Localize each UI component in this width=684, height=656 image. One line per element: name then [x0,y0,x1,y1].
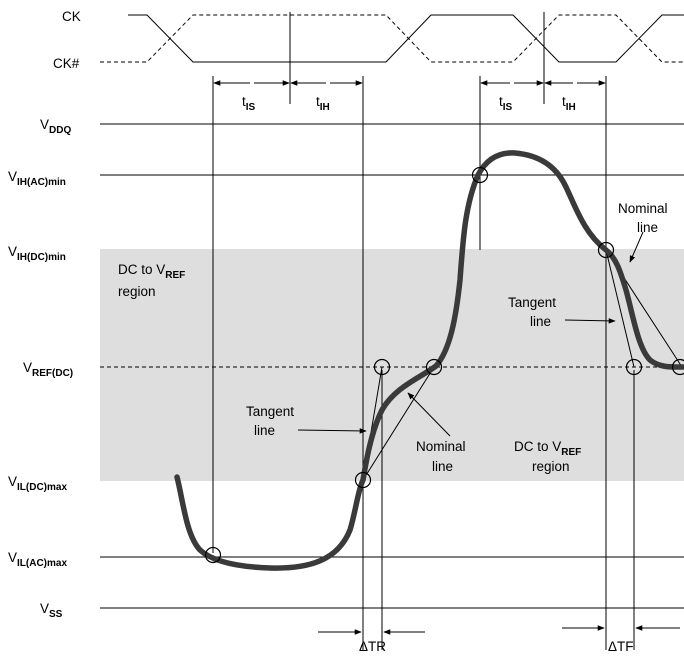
vil-ac-label: VIL(AC)max [8,550,67,569]
marker-vref-falling [625,358,643,376]
region-label-right: DC to VREF [514,439,581,458]
ck-n-waveform [100,14,684,63]
tangent-rising-label-1: Tangent [246,404,294,419]
tangent-falling-label-2: line [530,314,551,329]
tis-label-right: tIS [499,94,513,113]
ck-label: CK [62,9,81,24]
region-label-left-2: region [118,284,156,299]
tangent-falling-pointer [564,318,616,324]
nominal-line-rising [362,366,435,481]
delta-tf-label: ΔTF [608,639,634,654]
vih-dc-label: VIH(DC)min [8,244,66,263]
nominal-rising-label-2: line [432,459,453,474]
region-label-left: DC to VREF [118,262,185,281]
marker-vil-ac [204,546,222,564]
nominal-falling-label-1: Nominal [618,201,668,216]
vref-label: VREF(DC) [23,360,73,379]
ck-n-label: CK# [53,56,80,71]
signal-curve [174,150,684,571]
marker-vih-dc [597,241,615,259]
tangent-rising-pointer [297,428,367,434]
marker-vil-dc [354,471,372,489]
ck-waveform [128,14,684,63]
tih-label-right: tIH [562,94,576,113]
nominal-falling-pointer [629,231,644,263]
tis-label-left: tIS [242,94,256,113]
tangent-line-falling [605,249,635,368]
marker-vih-ac [471,166,489,184]
marker-vref-nominal [425,358,443,376]
region-label-right-2: region [532,459,570,474]
tangent-rising-label-2: line [254,423,275,438]
vss-label: VSS [40,601,63,620]
marker-vref-falling-nominal [671,358,684,376]
dc-to-vref-band [100,249,684,481]
tangent-falling-label-1: Tangent [508,295,556,310]
vih-ac-label: VIH(AC)min [8,169,66,188]
nominal-rising-pointer [407,392,451,437]
nominal-falling-label-2: line [637,220,658,235]
vil-dc-label: VIL(DC)max [8,474,67,493]
tih-label-left: tIH [316,94,330,113]
nominal-rising-label-1: Nominal [416,439,466,454]
marker-vref-tangent [373,358,391,376]
delta-tr-label: ΔTR [359,639,386,654]
vddq-label: VDDQ [40,117,71,136]
